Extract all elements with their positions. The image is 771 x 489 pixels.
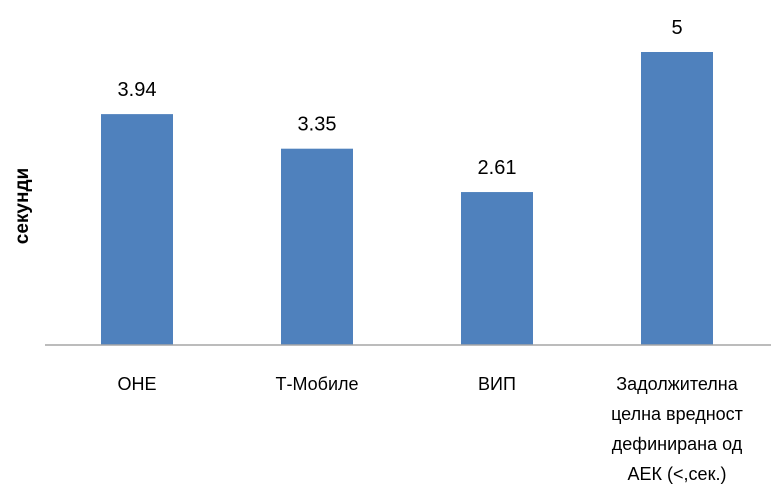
category-label-line: дефинирана од: [612, 434, 743, 454]
data-label-3: 2.61: [478, 157, 517, 179]
bar-3: [461, 192, 533, 345]
category-label-2: Т-Мобиле: [275, 374, 358, 394]
category-label-line: АЕК (<,сек.): [628, 464, 727, 484]
bar-1: [101, 114, 173, 345]
data-label-2: 3.35: [298, 114, 337, 136]
category-label-line: целна вредност: [611, 404, 743, 424]
category-labels-group: ОНЕ Т-Мобиле ВИП Задолжителна целна вредност…: [117, 374, 742, 484]
data-label-4: 5: [671, 17, 682, 39]
category-label-4: Задолжителна целна вредност дефинирана од А…: [611, 374, 743, 484]
category-label-line: ОНЕ: [117, 374, 156, 394]
category-label-1: ОНЕ: [117, 374, 156, 394]
category-label-3: ВИП: [478, 374, 516, 394]
category-label-line: Т-Мобиле: [275, 374, 358, 394]
bar-4: [641, 52, 713, 345]
y-axis-title: секунди: [12, 168, 33, 244]
data-label-1: 3.94: [118, 79, 157, 101]
bar-2: [281, 148, 353, 345]
bars-group: [101, 52, 713, 345]
value-labels-group: 3.94 3.35 2.61 5: [118, 17, 683, 179]
category-label-line: Задолжителна: [616, 374, 738, 394]
category-label-line: ВИП: [478, 374, 516, 394]
